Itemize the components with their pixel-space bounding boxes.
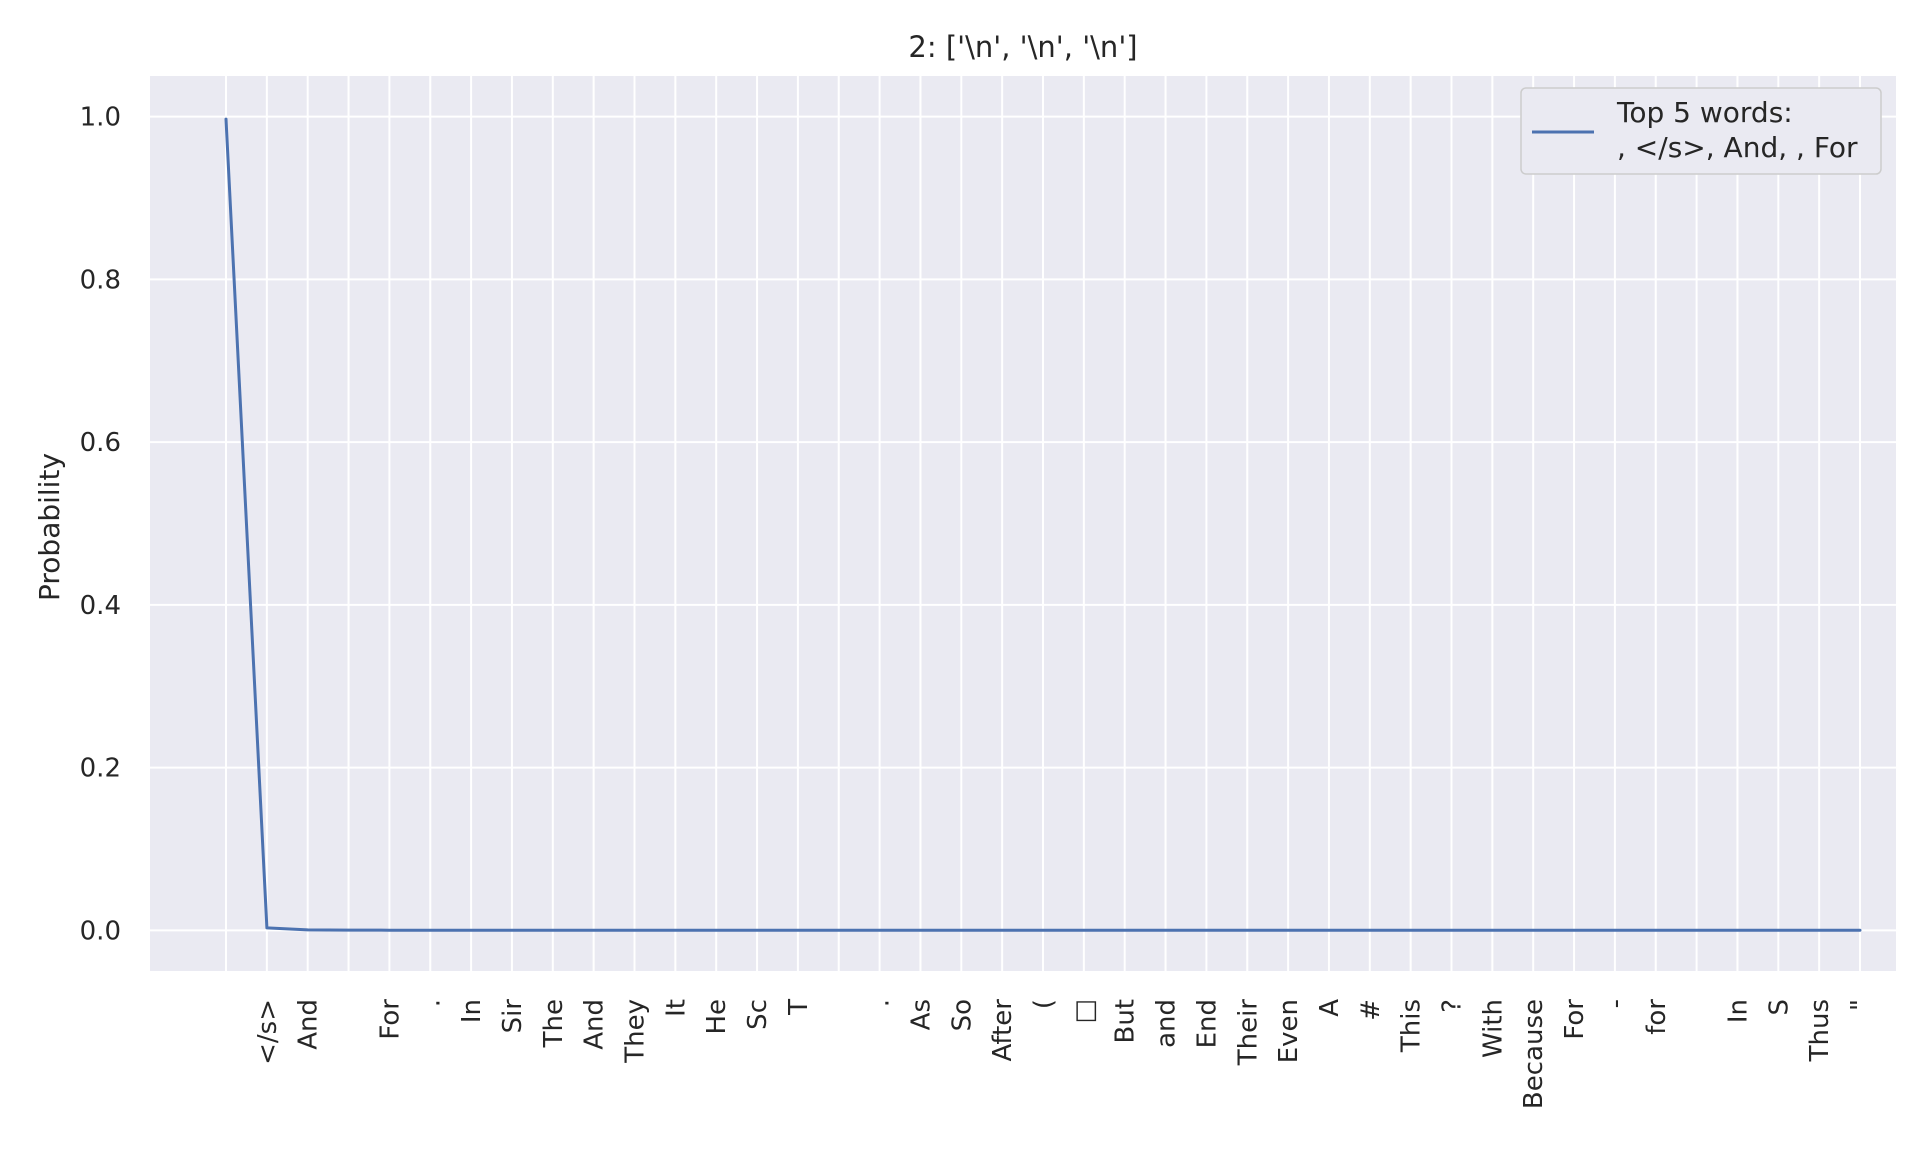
x-tick-label: ( [1029,999,1059,1009]
x-tick-label: □ [1070,999,1100,1024]
y-tick-label: 0.8 [80,265,121,295]
x-tick-label: And [580,999,610,1050]
y-tick-label: 0.0 [80,916,121,946]
x-tick-label: Even [1274,999,1304,1063]
legend-label-line2: , </s>, And, , For [1617,131,1858,164]
x-tick-label: So [947,999,977,1031]
legend-box [1520,87,1882,175]
x-tick-label: Thus [1805,999,1835,1062]
x-tick-label: Sc [743,999,773,1030]
x-tick-label: This [1397,999,1427,1053]
plot-background [150,76,1896,971]
x-tick-label: ? [1438,999,1468,1013]
x-tick-label: In [457,999,487,1023]
legend-label-line1: Top 5 words: [1616,96,1793,129]
x-tick-label: # [1356,999,1386,1021]
x-tick-label: The [539,999,569,1048]
x-tick-label: End [1192,999,1222,1048]
x-axis-ticks: </s> And For. In Sir The And They It He Sc T. As So Af… [253,999,1876,1109]
x-tick-label: But [1111,999,1141,1044]
x-tick-label: Because [1519,999,1549,1109]
x-tick-label: T [784,999,814,1016]
y-tick-label: 0.4 [80,591,121,621]
x-tick-label: - [1601,999,1631,1008]
x-tick-label: In [1723,999,1753,1023]
x-tick-label: S [1764,999,1794,1016]
x-tick-label: And [294,999,324,1050]
legend: Top 5 words: , </s>, And, , For [1520,87,1882,175]
x-tick-label: It [661,999,691,1017]
chart-title: 2: ['\n', '\n', '\n'] [908,30,1137,64]
x-tick-label: and [1152,999,1182,1048]
series-lines [224,117,1862,932]
x-tick-label: " [1846,999,1876,1011]
x-tick-label: For [375,999,405,1040]
y-tick-label: 0.2 [80,754,121,784]
x-tick-label: For [1560,999,1590,1040]
x-tick-label: A [1315,999,1345,1017]
y-tick-label: 0.6 [80,428,121,458]
x-tick-label: for [1642,999,1672,1035]
grid-lines [150,76,1896,971]
x-tick-label: As [906,999,936,1030]
x-tick-label: He [702,999,732,1035]
x-tick-label: </s> [253,999,283,1065]
x-tick-label: . [866,999,896,1007]
y-axis-ticks: 0.0 0.2 0.4 0.6 0.8 1.0 [80,103,121,947]
x-tick-label: Their [1233,999,1263,1067]
x-tick-label: With [1478,999,1508,1058]
x-tick-label: After [988,999,1018,1062]
y-axis-label: Probability [33,453,66,601]
x-tick-label: Sir [498,999,528,1034]
x-tick-label: They [621,999,651,1064]
x-tick-label: . [416,999,446,1007]
series-line [224,117,1862,932]
y-tick-label: 1.0 [80,103,121,133]
